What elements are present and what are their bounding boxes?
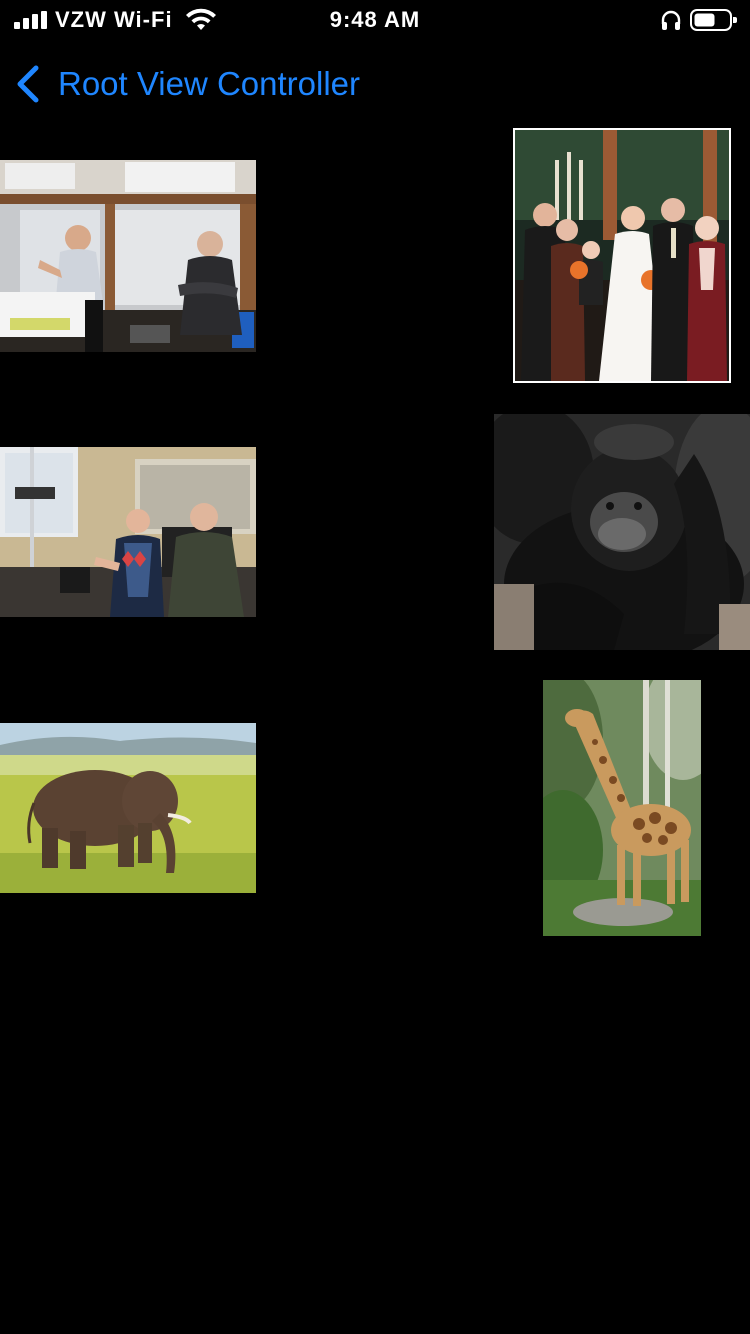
giraffe-photo[interactable] — [543, 680, 701, 936]
chevron-left-icon — [17, 65, 39, 103]
status-bar: VZW Wi-Fi 9:48 AM — [0, 0, 750, 40]
back-button[interactable]: Root View Controller — [14, 60, 360, 108]
navigation-bar: Root View Controller — [0, 54, 750, 114]
chimpanzee-photo[interactable] — [494, 414, 750, 650]
back-button-label: Root View Controller — [58, 65, 361, 102]
battery-icon — [690, 9, 737, 31]
headphones-icon — [661, 10, 681, 30]
elephant-photo[interactable] — [0, 723, 256, 893]
clock: 9:48 AM — [329, 7, 421, 32]
lab-discussion-photo[interactable] — [0, 447, 256, 617]
carrier-label: VZW Wi-Fi — [55, 7, 173, 32]
lab-meeting-photo[interactable] — [0, 160, 256, 352]
signal-icon — [14, 11, 47, 29]
wedding-group-photo[interactable] — [513, 128, 731, 383]
wifi-icon — [186, 8, 216, 30]
